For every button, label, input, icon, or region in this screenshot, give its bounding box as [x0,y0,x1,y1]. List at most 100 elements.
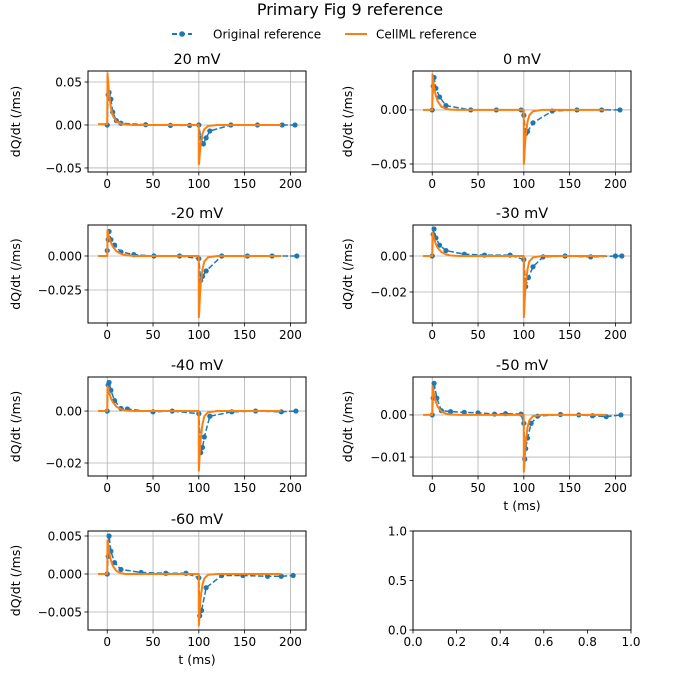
subplot-6: 0 50 100 150 200 −0.01 0.00 -50 mV dQ/dt (/ms) t … [340,358,632,513]
subplot-title: -50 mV [496,358,548,374]
x-tick-label: 100 [187,481,210,495]
x-tick-label: 150 [558,177,581,191]
y-tick-label: 0.05 [55,75,82,89]
y-axis-label: dQ/dt (/ms) [8,86,23,157]
original-reference-point [447,408,454,415]
x-axis-label: t (ms) [178,652,215,667]
axes-frame [87,224,307,324]
series-group [98,72,298,166]
y-tick-label: 0.0 [388,623,407,637]
y-tick-label: −0.02 [370,285,407,299]
axes-frame [412,376,632,477]
x-tick-label: 150 [233,177,256,191]
series-cellml-reference-line [98,72,282,166]
legend-cellml-label: CellML reference [376,28,477,42]
x-tick-label: 0 [428,177,436,191]
original-reference-point [617,107,623,113]
axes-frame [87,70,307,173]
subplot-title: -40 mV [171,358,223,374]
x-tick-label: 150 [233,481,256,495]
series-cellml-reference-line [423,231,607,319]
series-cellml-reference-line [98,385,282,472]
y-axis-label: dQ/dt (/ms) [340,86,355,157]
original-reference-point [118,566,124,573]
original-reference-point [279,122,285,128]
y-tick-label: 0.00 [380,103,407,117]
y-tick-label: 0.00 [380,408,407,422]
subplot-title: -20 mV [171,206,223,222]
x-tick-label: 50 [145,177,160,191]
series-group [98,228,300,319]
x-tick-label: 50 [470,481,485,495]
y-tick-label: 0.000 [48,567,82,581]
y-axis-label: dQ/dt (/ms) [8,391,23,462]
x-tick-label: 0.2 [447,635,466,649]
x-tick-label: 0 [103,481,111,495]
original-reference-point [294,253,300,259]
subplot-7: 0 50 100 150 200 −0.005 0.000 0.005 -60 mV dQ/dt … [8,512,307,667]
x-tick-label: 0.8 [578,635,597,649]
y-axis-label: dQ/dt (/ms) [340,391,355,462]
x-tick-label: 200 [604,481,627,495]
axes-frame [87,376,307,477]
x-tick-label: 200 [604,328,627,342]
series-group [423,380,624,473]
x-tick-label: 0.6 [534,635,553,649]
x-tick-label: 200 [279,635,302,649]
series-group [98,533,296,627]
axes-frame [412,224,632,324]
x-tick-label: 100 [187,328,210,342]
y-tick-label: −0.05 [370,157,407,171]
x-tick-label: 50 [470,177,485,191]
subplot-title: 20 mV [173,52,220,68]
y-tick-label: −0.005 [38,605,82,619]
original-reference-point [443,247,449,254]
x-tick-label: 100 [187,635,210,649]
original-reference-point [292,122,298,128]
series-group [423,73,623,165]
original-reference-point [443,103,449,109]
original-reference-point [200,141,207,147]
y-tick-label: 0.5 [388,574,407,588]
original-reference-point [436,242,443,248]
y-tick-label: −0.01 [370,450,407,464]
x-tick-label: 200 [604,177,627,191]
figure-suptitle: Primary Fig 9 reference [257,0,443,19]
original-reference-point [619,253,625,259]
series-cellml-reference-line [423,73,607,165]
series-group [98,379,299,472]
original-reference-point [431,226,437,232]
original-reference-point [207,128,213,134]
y-tick-label: −0.025 [38,283,82,297]
y-tick-label: 0.00 [380,249,407,263]
subplot-3: 0 50 100 150 200 −0.025 0.000 -20 mV dQ/dt (/ms) [8,206,307,342]
x-tick-label: 0 [103,635,111,649]
x-tick-label: 200 [279,177,302,191]
original-reference-point [461,409,467,415]
y-tick-label: 0.000 [48,249,82,263]
legend-original-label: Original reference [213,28,321,42]
x-tick-label: 50 [145,328,160,342]
y-tick-label: 0.005 [48,529,82,543]
y-tick-label: −0.02 [45,456,82,470]
x-tick-label: 150 [233,328,256,342]
y-tick-label: −0.05 [45,161,82,175]
original-reference-point [203,268,209,274]
original-reference-point [436,94,443,100]
original-reference-point [293,408,299,414]
original-reference-point [203,135,209,141]
x-tick-label: 0 [428,328,436,342]
x-tick-label: 200 [279,481,302,495]
subplot-4: 0 50 100 150 200 −0.02 0.00 -30 mV dQ/dt (/ms) [340,206,632,342]
x-tick-label: 0 [103,328,111,342]
x-tick-label: 150 [558,481,581,495]
x-tick-label: 0.0 [403,635,422,649]
y-axis-label: dQ/dt (/ms) [340,238,355,309]
x-tick-label: 50 [145,635,160,649]
series-cellml-reference-line [98,539,282,627]
x-tick-label: 150 [558,328,581,342]
series-cellml-reference-line [98,229,282,319]
original-reference-point [106,533,112,539]
